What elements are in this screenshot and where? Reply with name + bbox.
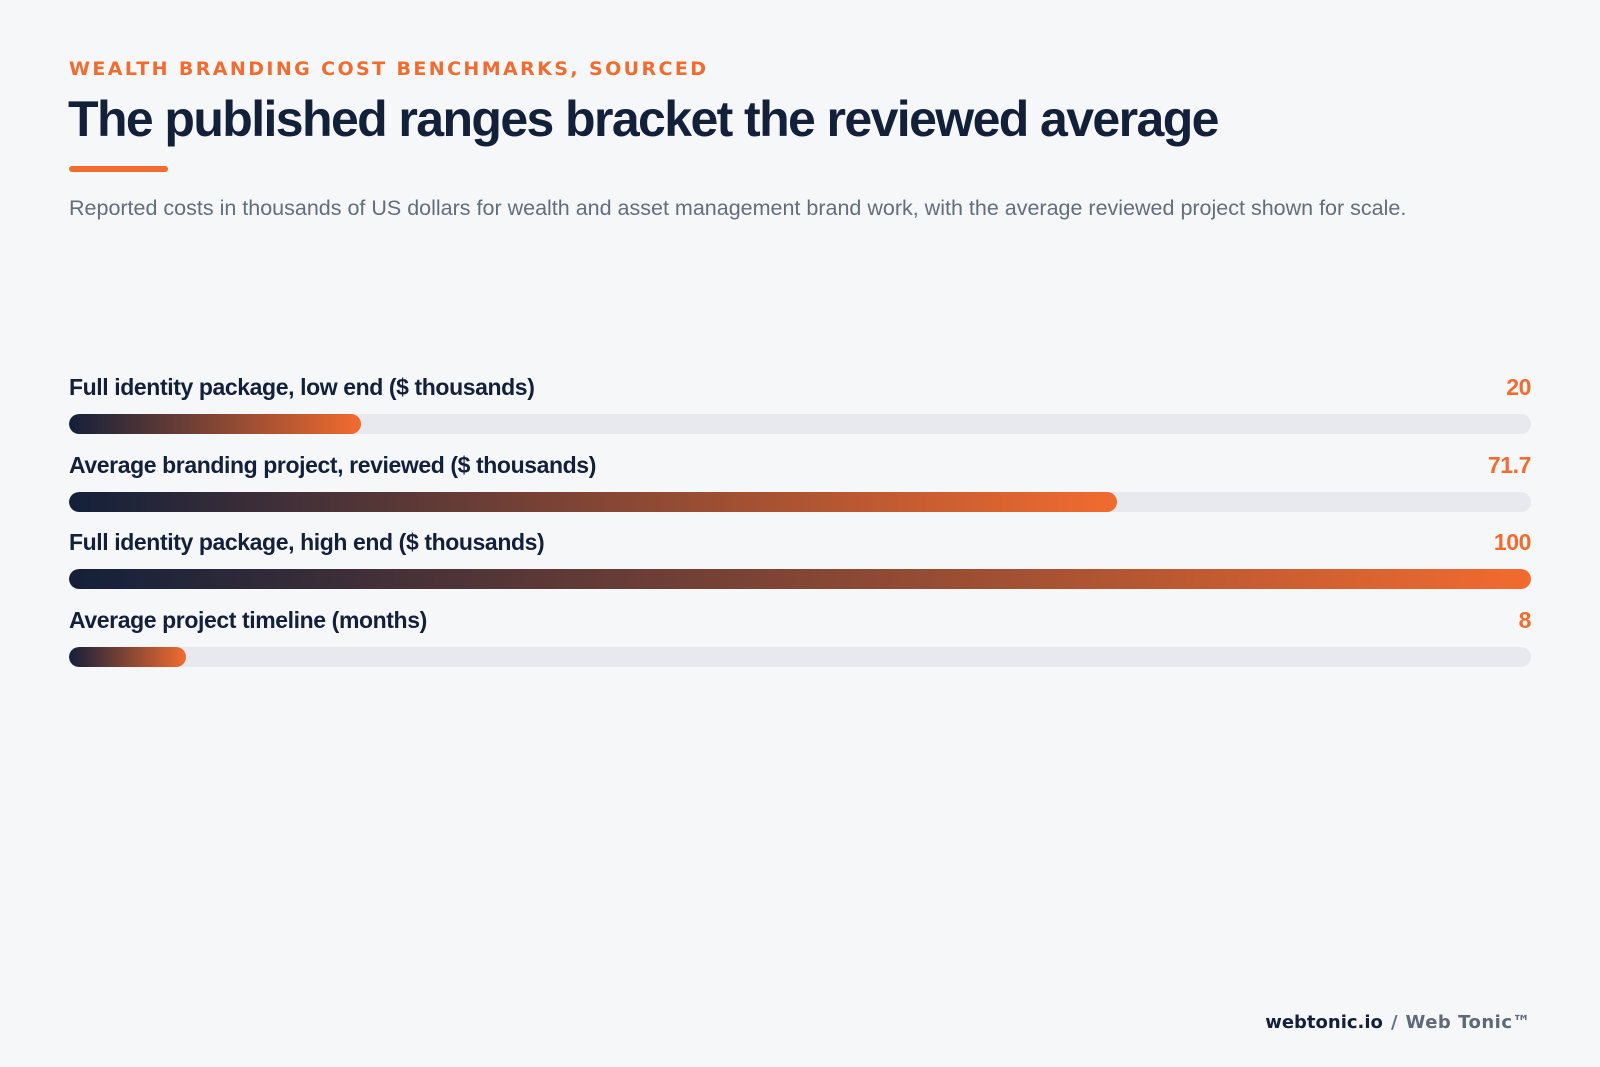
bar-row: Full identity package, high end ($ thous… (69, 529, 1531, 607)
footer-credit: webtonic.io / Web Tonic™ (1265, 1012, 1531, 1033)
eyebrow-label: WEALTH BRANDING COST BENCHMARKS, SOURCED (69, 58, 709, 80)
footer-brand: Web Tonic™ (1405, 1012, 1531, 1033)
footer-separator: / (1390, 1012, 1398, 1033)
bar-label: Full identity package, low end ($ thousa… (69, 374, 535, 400)
bar-value-label: 8 (1518, 606, 1532, 633)
chart-subtitle: Reported costs in thousands of US dollar… (69, 196, 1407, 220)
bar-label: Full identity package, high end ($ thous… (69, 529, 545, 555)
bar-chart: Full identity package, low end ($ thousa… (69, 374, 1531, 684)
bar-row: Average project timeline (months) 8 (69, 607, 1531, 685)
bar-track (69, 646, 1531, 667)
chart-title: The published ranges bracket the reviewe… (68, 91, 1219, 147)
bar-track (69, 414, 1531, 434)
bar-row: Average branding project, reviewed ($ th… (69, 452, 1531, 530)
bar-track (69, 569, 1531, 589)
bar-label: Average branding project, reviewed ($ th… (69, 451, 596, 478)
title-underline (69, 166, 168, 172)
bar-value-label: 100 (1493, 529, 1532, 555)
bar-fill (69, 646, 186, 667)
bar-fill (69, 414, 361, 434)
bar-track (69, 491, 1531, 512)
footer-site[interactable]: webtonic.io (1265, 1012, 1383, 1033)
bar-value-label: 20 (1506, 374, 1531, 400)
bar-fill (69, 491, 1117, 512)
bar-label: Average project timeline (months) (69, 606, 427, 633)
bar-row: Full identity package, low end ($ thousa… (69, 374, 1531, 452)
bar-value-label: 71.7 (1487, 451, 1532, 478)
bar-fill (69, 569, 1531, 589)
